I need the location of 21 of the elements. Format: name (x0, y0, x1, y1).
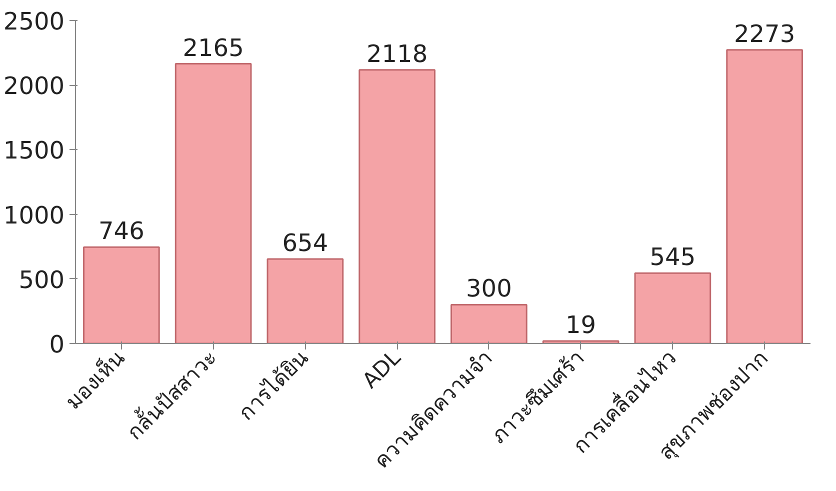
data-label: 300 (466, 274, 512, 303)
bar (83, 246, 160, 344)
bar (450, 304, 528, 344)
data-label: 746 (98, 217, 144, 246)
y-tick-label: 1000 (3, 201, 64, 230)
y-tick-label: 500 (18, 266, 65, 294)
data-label: 19 (566, 311, 596, 340)
bar (634, 272, 712, 344)
y-tick-label: 0 (49, 330, 65, 358)
data-label: 2165 (182, 34, 244, 62)
data-label: 2273 (734, 20, 796, 48)
data-label: 2118 (366, 40, 428, 68)
bar (174, 63, 252, 344)
y-tick-label: 1500 (3, 136, 64, 165)
y-tick-label: 2500 (3, 8, 64, 36)
data-label: 654 (282, 229, 328, 258)
data-label: 545 (650, 243, 696, 272)
y-tick-label: 2000 (3, 72, 64, 100)
bar (726, 49, 803, 344)
bar (266, 258, 344, 344)
bar (358, 69, 436, 344)
